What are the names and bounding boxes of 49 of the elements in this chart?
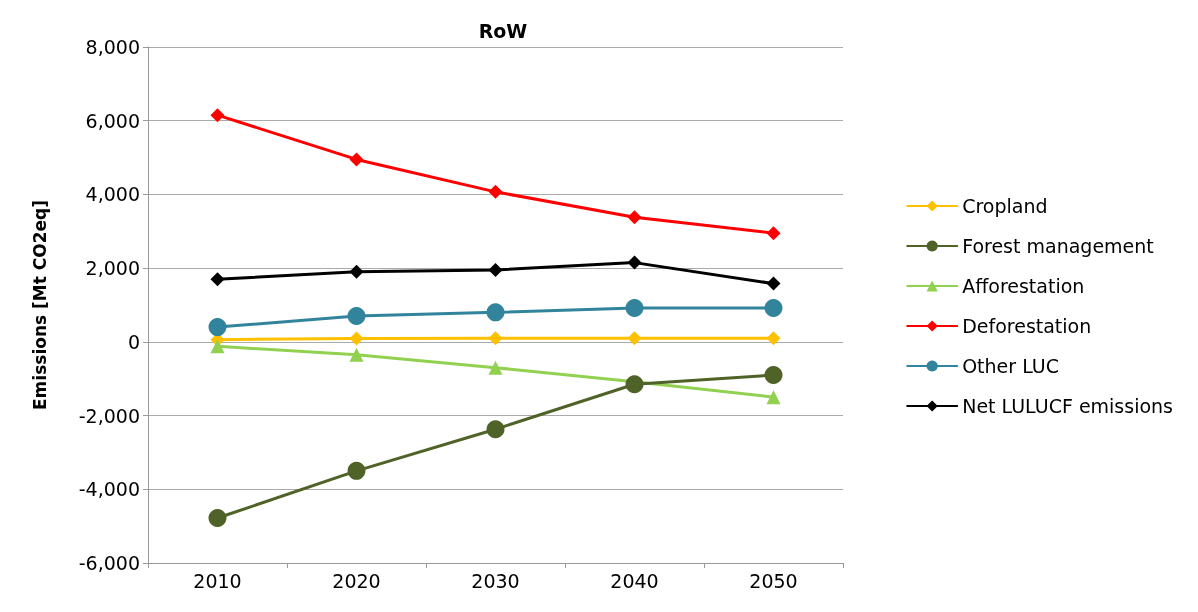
legend-label: Net LULUCF emissions [962, 395, 1174, 417]
legend-label: Cropland [962, 195, 1048, 217]
x-tick-label: 2030 [471, 569, 520, 592]
y-tick-label: -6,000 [78, 552, 140, 574]
point [488, 360, 503, 375]
point [627, 331, 642, 346]
point [486, 303, 505, 322]
point [210, 339, 225, 354]
point [627, 255, 642, 270]
legend-label: Deforestation [962, 315, 1092, 337]
point [625, 298, 644, 317]
point [766, 331, 781, 346]
point [766, 276, 781, 291]
y-tick-label: 8,000 [85, 36, 140, 58]
point [627, 210, 642, 225]
point [764, 366, 783, 385]
point [625, 375, 644, 394]
legend-label: Other LUC [962, 355, 1059, 377]
point [766, 226, 781, 241]
point [208, 318, 227, 337]
point [208, 509, 227, 528]
x-tick-label: 2010 [193, 569, 242, 592]
x-tick-label: 2040 [610, 569, 659, 592]
point [210, 272, 225, 287]
point [349, 347, 364, 362]
point [488, 262, 503, 277]
y-tick-label: -4,000 [78, 478, 140, 501]
point [210, 108, 225, 123]
y-tick-label: -2,000 [78, 404, 140, 427]
y-tick-label: 6,000 [85, 109, 140, 132]
point [764, 298, 783, 317]
y-tick-label: 4,000 [85, 183, 140, 206]
point [347, 461, 366, 480]
point [349, 331, 364, 346]
point [347, 307, 366, 326]
y-tick-label: 0 [127, 330, 140, 353]
point [349, 152, 364, 167]
chart-title: RoW [478, 19, 528, 42]
point [349, 264, 364, 279]
y-axis-title: Emissions [Mt CO2eq] [29, 200, 50, 410]
x-tick-label: 2020 [332, 569, 381, 592]
x-tick-label: 2050 [749, 569, 798, 592]
point [486, 420, 505, 439]
legend-label: Forest management [962, 235, 1154, 257]
legend-label: Afforestation [962, 275, 1085, 297]
point [488, 331, 503, 346]
point [488, 184, 503, 199]
y-tick-label: 2,000 [85, 257, 140, 280]
point [766, 390, 781, 405]
